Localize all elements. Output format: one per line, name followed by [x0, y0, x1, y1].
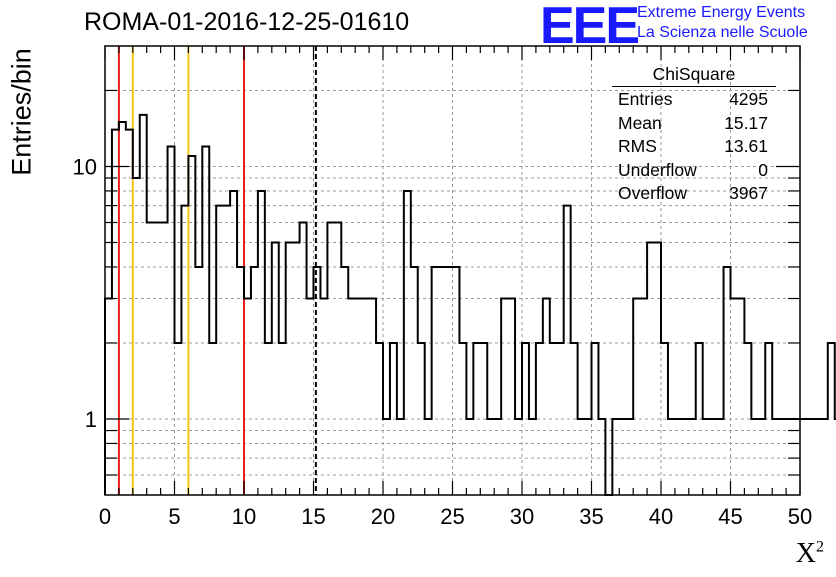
- stats-label: Mean: [618, 112, 662, 133]
- x-tick-label: 10: [232, 504, 256, 529]
- histogram-series-line: [104, 113, 836, 496]
- plot-title: ROMA-01-2016-12-25-01610: [84, 8, 410, 36]
- x-tick-label: 15: [301, 504, 325, 529]
- x-tick-label: 25: [440, 504, 464, 529]
- stats-row-entries: Entries 4295: [612, 88, 776, 112]
- x-tick-label: 5: [168, 504, 180, 529]
- y-axis-title: Entries/bin: [6, 48, 37, 176]
- stats-label: Underflow: [618, 159, 697, 180]
- brand-tagline-2: La Scienza nelle Scuole: [637, 24, 808, 41]
- y-tick-label: 10: [73, 154, 97, 179]
- stats-title: ChiSquare: [612, 64, 776, 87]
- stats-value: 13.61: [724, 136, 768, 156]
- stats-value: 3967: [729, 183, 768, 203]
- x-tick-label: 50: [788, 504, 812, 529]
- stats-box: ChiSquare Entries 4295 Mean 15.17 RMS 13…: [612, 64, 776, 206]
- x-tick-label: 30: [510, 504, 534, 529]
- stats-row-mean: Mean 15.17: [612, 112, 776, 136]
- stats-label: Entries: [618, 89, 673, 109]
- x-tick-label: 0: [99, 504, 111, 529]
- stats-label: Overflow: [618, 183, 688, 203]
- y-tick-label: 1: [85, 407, 97, 432]
- x-axis-title: X2: [795, 538, 824, 569]
- x-tick-label: 20: [371, 504, 395, 529]
- stats-label: RMS: [618, 136, 657, 156]
- stats-row-underflow: Underflow 0: [612, 159, 776, 183]
- x-tick-label: 35: [579, 504, 603, 529]
- stats-value: 15.17: [724, 112, 768, 133]
- x-tick-label: 45: [718, 504, 742, 529]
- stats-value: 4295: [729, 89, 768, 109]
- stats-value: 0: [758, 159, 768, 180]
- eee-logo: EEE: [540, 0, 640, 55]
- stats-row-overflow: Overflow 3967: [612, 182, 776, 206]
- stats-row-rms: RMS 13.61: [612, 135, 776, 159]
- x-tick-label: 40: [649, 504, 673, 529]
- brand-tagline-1: Extreme Energy Events: [637, 4, 806, 21]
